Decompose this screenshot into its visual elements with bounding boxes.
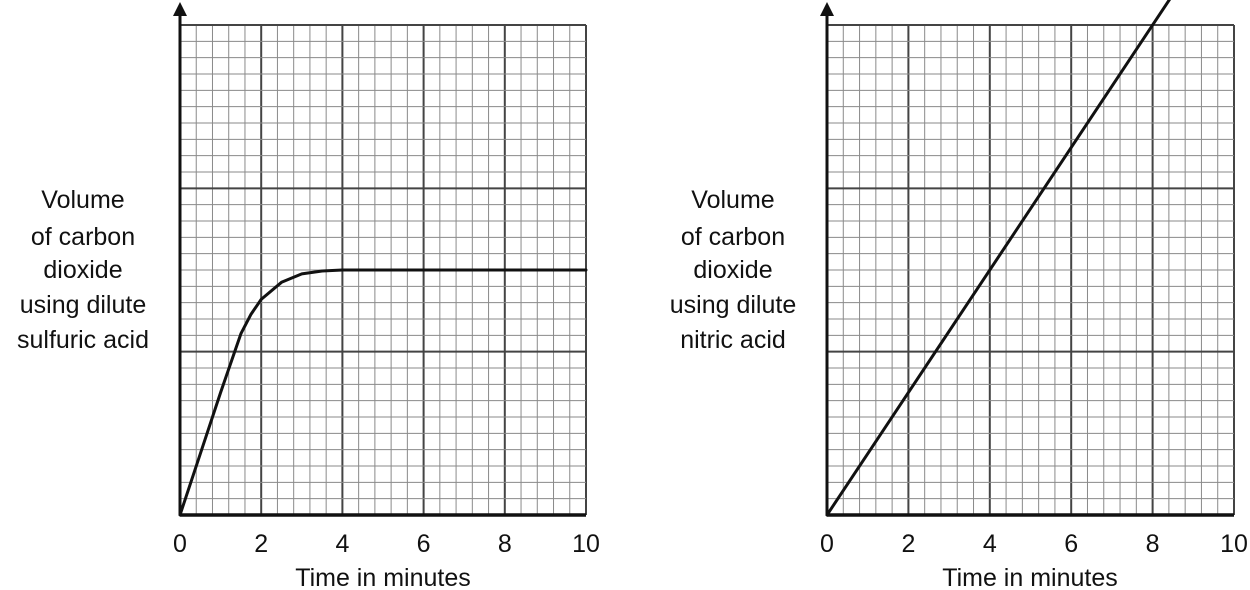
chart-right-tick-label: 0 xyxy=(820,530,834,558)
chart-right-ylabel-line: Volume xyxy=(691,186,774,214)
chart-right-ylabel-line: of carbon xyxy=(681,223,785,251)
chart-left-y-axis-label: Volume of carbon dioxide using dilute su… xyxy=(17,186,149,354)
chart-left-tick-label: 10 xyxy=(572,530,600,558)
chart-right-tick-label: 2 xyxy=(901,530,915,558)
chart-right-tick-label: 10 xyxy=(1220,530,1248,558)
chart-left-tick-label: 0 xyxy=(173,530,187,558)
chart-left-series-line xyxy=(178,268,588,517)
chart-left-tick-label: 4 xyxy=(335,530,349,558)
chart-left-y-arrow-icon xyxy=(173,2,187,16)
chart-right-ylabel-line: nitric acid xyxy=(680,326,786,354)
chart-right-series-line xyxy=(825,0,1172,517)
chart-left: 0 2 4 6 8 10 Time in minutes Volume of c… xyxy=(17,2,600,590)
chart-right-ylabel-line: using dilute xyxy=(670,291,796,319)
chart-left-x-ticks: 0 2 4 6 8 10 xyxy=(173,530,600,558)
chart-right: 0 2 4 6 8 10 Time in minutes Volume of c… xyxy=(670,0,1248,590)
chart-left-tick-label: 6 xyxy=(417,530,431,558)
chart-left-x-axis-label: Time in minutes xyxy=(295,564,471,590)
chart-left-ylabel-line: dioxide xyxy=(43,256,122,284)
chart-right-tick-label: 8 xyxy=(1146,530,1160,558)
chart-left-ylabel-line: Volume xyxy=(41,186,124,214)
chart-left-ylabel-line: sulfuric acid xyxy=(17,326,149,354)
chart-right-x-axis-label: Time in minutes xyxy=(942,564,1118,590)
chart-right-y-arrow-icon xyxy=(820,2,834,16)
chart-right-tick-label: 4 xyxy=(983,530,997,558)
chart-left-axes xyxy=(173,2,586,517)
chart-right-x-ticks: 0 2 4 6 8 10 xyxy=(820,530,1248,558)
chart-left-ylabel-line: of carbon xyxy=(31,223,135,251)
chart-right-grid xyxy=(827,24,1235,515)
chart-right-y-axis-label: Volume of carbon dioxide using dilute ni… xyxy=(670,186,796,354)
chart-left-tick-label: 2 xyxy=(254,530,268,558)
chart-right-axes xyxy=(820,2,1234,517)
chart-right-tick-label: 6 xyxy=(1064,530,1078,558)
chart-left-tick-label: 8 xyxy=(498,530,512,558)
chart-right-ylabel-line: dioxide xyxy=(693,256,772,284)
chart-left-ylabel-line: using dilute xyxy=(20,291,146,319)
